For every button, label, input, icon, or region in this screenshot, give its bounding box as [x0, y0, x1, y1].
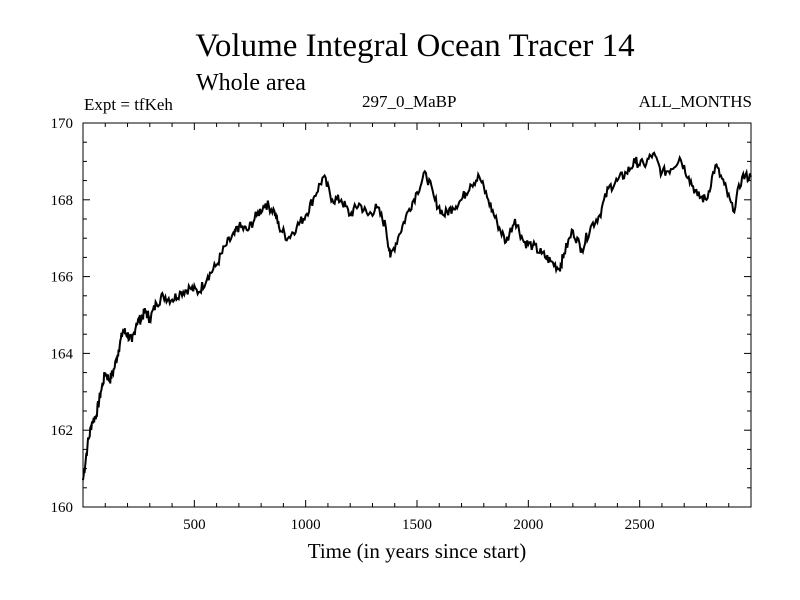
experiment-label: Expt = tfKeh: [84, 95, 173, 114]
y-tick-label: 162: [51, 423, 74, 439]
x-tick-label: 500: [183, 517, 206, 533]
months-label: ALL_MONTHS: [638, 92, 752, 111]
x-tick-label: 2000: [513, 517, 543, 533]
y-tick-label: 166: [51, 270, 74, 286]
x-axis-label: Time (in years since start): [308, 539, 527, 563]
y-tick-label: 170: [51, 116, 74, 132]
period-label: 297_0_MaBP: [362, 92, 457, 111]
y-tick-label: 160: [51, 500, 74, 516]
x-tick-label: 2500: [625, 517, 655, 533]
axis-ticks: [83, 122, 751, 508]
series-line: [82, 151, 752, 481]
tick-labels: 160 162 164 166 168 170 500 1000 1500 2000 2500: [51, 116, 655, 533]
y-tick-label: 168: [51, 193, 74, 209]
x-tick-label: 1000: [291, 517, 321, 533]
y-tick-label: 164: [51, 346, 74, 362]
chart-subtitle: Whole area: [196, 70, 306, 96]
x-tick-label: 1500: [402, 517, 432, 533]
chart-title: Volume Integral Ocean Tracer 14: [195, 28, 635, 64]
plot-frame: [82, 122, 752, 508]
